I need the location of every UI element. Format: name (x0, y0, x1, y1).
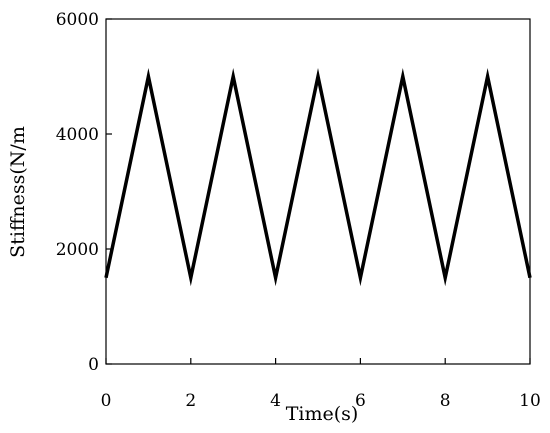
axis-ticks: 0 2 4 6 8 10 0 2000 4000 6000 (56, 10, 541, 411)
series-group (104, 68, 532, 287)
x-tick-label: 8 (440, 391, 451, 411)
x-tick-label: 2 (185, 391, 196, 411)
y-tick-label: 6000 (56, 10, 99, 30)
series-line (104, 68, 532, 287)
y-tick-label: 2000 (56, 240, 99, 260)
x-tick-label: 4 (270, 391, 281, 411)
y-tick-label: 0 (88, 355, 99, 375)
x-axis-title: Time(s) (286, 403, 359, 425)
plot-frame (105, 18, 531, 365)
x-tick-label: 10 (519, 391, 541, 411)
y-tick-label: 4000 (56, 125, 99, 145)
y-axis-title: Stiffness(N/m (7, 126, 29, 258)
x-tick-label: 0 (101, 391, 112, 411)
x-tick-label: 6 (355, 391, 366, 411)
